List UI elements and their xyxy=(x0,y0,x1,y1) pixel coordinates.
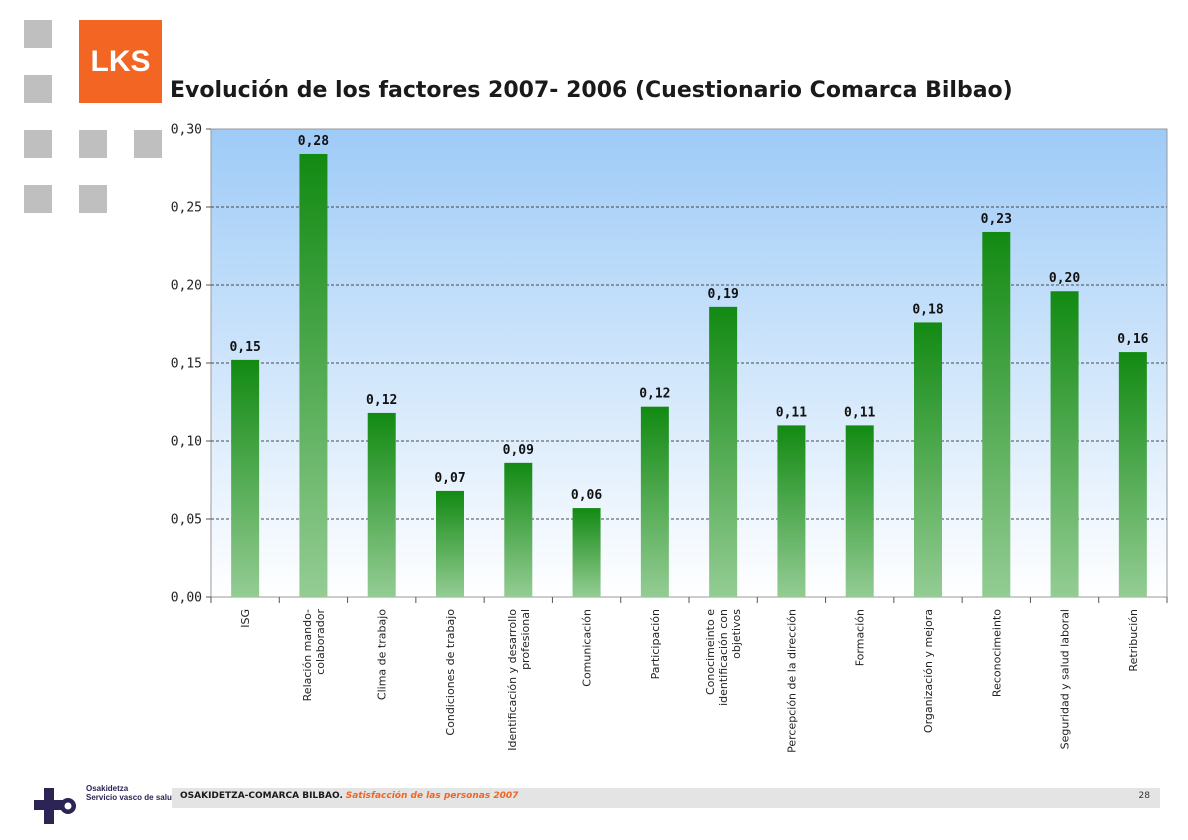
x-tick-label: Percepción de la dirección xyxy=(785,609,798,753)
bar xyxy=(436,490,464,597)
y-tick-label: 0,25 xyxy=(171,201,202,216)
decor-square xyxy=(79,185,107,213)
bar xyxy=(231,359,260,597)
data-label: 0,15 xyxy=(229,340,260,355)
decor-square xyxy=(24,185,52,213)
x-tick-label: Reconocimeinto xyxy=(990,609,1003,697)
footer-subtitle: Satisfacción de las personas 2007 xyxy=(345,791,519,801)
x-tick-label: Comunicación xyxy=(581,609,594,687)
x-tick-label-line: ISG xyxy=(239,609,252,628)
x-tick-label-line: colaborador xyxy=(314,609,327,675)
x-tick-label: Retribución xyxy=(1127,609,1140,672)
data-label: 0,11 xyxy=(776,405,807,420)
x-tick-label: Formación xyxy=(854,609,867,666)
osakidetza-line2: Servicio vasco de salud xyxy=(86,793,177,802)
footer-bar: OSAKIDETZA-COMARCA BILBAO. Satisfacción … xyxy=(172,788,1160,808)
y-tick-label: 0,20 xyxy=(171,279,202,294)
x-tick-label-line: identificación con xyxy=(717,609,730,706)
bar xyxy=(640,406,669,597)
data-label: 0,06 xyxy=(571,488,602,503)
x-tick-label-line: Identificación y desarrollo xyxy=(506,609,519,751)
data-label: 0,07 xyxy=(434,471,465,486)
data-label: 0,23 xyxy=(981,212,1012,227)
osakidetza-text: Osakidetza Servicio vasco de salud xyxy=(86,784,177,802)
bar xyxy=(299,153,328,597)
x-tick-label: Relación mando-colaborador xyxy=(301,609,327,702)
y-tick-label: 0,05 xyxy=(171,513,202,528)
x-tick-label: Clima de trabajo xyxy=(376,609,389,700)
x-tick-label: ISG xyxy=(239,609,252,628)
bar-chart: 0,00 0,05 0,10 0,15 0,20 0,25 0,30 0,15 0,28 0,1… xyxy=(171,123,1168,753)
decor-square xyxy=(79,130,107,158)
x-tick-label-line: objetivos xyxy=(730,609,743,659)
decor-square xyxy=(134,130,162,158)
x-tick-label-line: Reconocimeinto xyxy=(990,609,1003,697)
bar xyxy=(572,508,601,597)
x-tick-label: Identificación y desarrolloprofesional xyxy=(506,609,532,751)
x-tick-label-line: Seguridad y salud laboral xyxy=(1059,609,1072,749)
decor-square xyxy=(24,75,52,103)
x-tick-label: Seguridad y salud laboral xyxy=(1059,609,1072,749)
x-tick-label-line: Organización y mejora xyxy=(922,609,935,733)
bar xyxy=(982,231,1011,597)
data-label: 0,09 xyxy=(503,443,534,458)
footer-text: OSAKIDETZA-COMARCA BILBAO. Satisfacción … xyxy=(180,791,518,801)
x-tick-label-line: Participación xyxy=(649,609,662,679)
x-tick-label-line: Retribución xyxy=(1127,609,1140,672)
bar xyxy=(1050,291,1079,597)
data-label: 0,28 xyxy=(298,134,329,149)
bar xyxy=(777,425,806,597)
x-tick-label-line: Clima de trabajo xyxy=(376,609,389,700)
x-tick-label-line: profesional xyxy=(519,609,532,670)
data-label: 0,11 xyxy=(844,405,875,420)
bar xyxy=(709,306,738,597)
y-tick-label: 0,30 xyxy=(171,123,202,138)
bar xyxy=(845,425,874,597)
data-label: 0,18 xyxy=(912,302,943,317)
decor-square xyxy=(24,20,52,48)
footer-org: OSAKIDETZA-COMARCA BILBAO. xyxy=(180,791,343,801)
data-label: 0,16 xyxy=(1117,332,1148,347)
x-tick-label-line: Condiciones de trabajo xyxy=(444,609,457,736)
data-label: 0,12 xyxy=(366,393,397,408)
x-tick-label-line: Formación xyxy=(854,609,867,666)
x-tick-label: Participación xyxy=(649,609,662,679)
x-tick-label: Organización y mejora xyxy=(922,609,935,733)
x-tick-label: Condiciones de trabajo xyxy=(444,609,457,736)
y-tick-label: 0,15 xyxy=(171,357,202,372)
page-number: 28 xyxy=(1138,791,1150,801)
bar xyxy=(367,412,396,597)
x-tick-label-line: Comunicación xyxy=(581,609,594,687)
osakidetza-icon xyxy=(34,788,76,824)
page-title: Evolución de los factores 2007- 2006 (Cu… xyxy=(170,78,1013,103)
x-tick-label-line: Relación mando- xyxy=(301,609,314,701)
y-tick-label: 0,00 xyxy=(171,591,202,606)
lks-logo: LKS xyxy=(79,20,162,103)
osakidetza-line1: Osakidetza xyxy=(86,784,129,793)
data-label: 0,19 xyxy=(707,287,738,302)
data-label: 0,20 xyxy=(1049,271,1080,286)
y-tick-label: 0,10 xyxy=(171,435,202,450)
bar xyxy=(504,462,533,597)
x-tick-label-line: Percepción de la dirección xyxy=(785,609,798,753)
bar xyxy=(914,322,942,597)
data-label: 0,12 xyxy=(639,387,670,402)
decor-square xyxy=(24,130,52,158)
x-tick-label-line: Conocimeinto e xyxy=(704,609,717,695)
bar xyxy=(1118,352,1147,597)
x-tick-label: Conocimeinto eidentificación conobjetivo… xyxy=(704,609,743,706)
osakidetza-logo: Osakidetza Servicio vasco de salud xyxy=(30,782,177,830)
